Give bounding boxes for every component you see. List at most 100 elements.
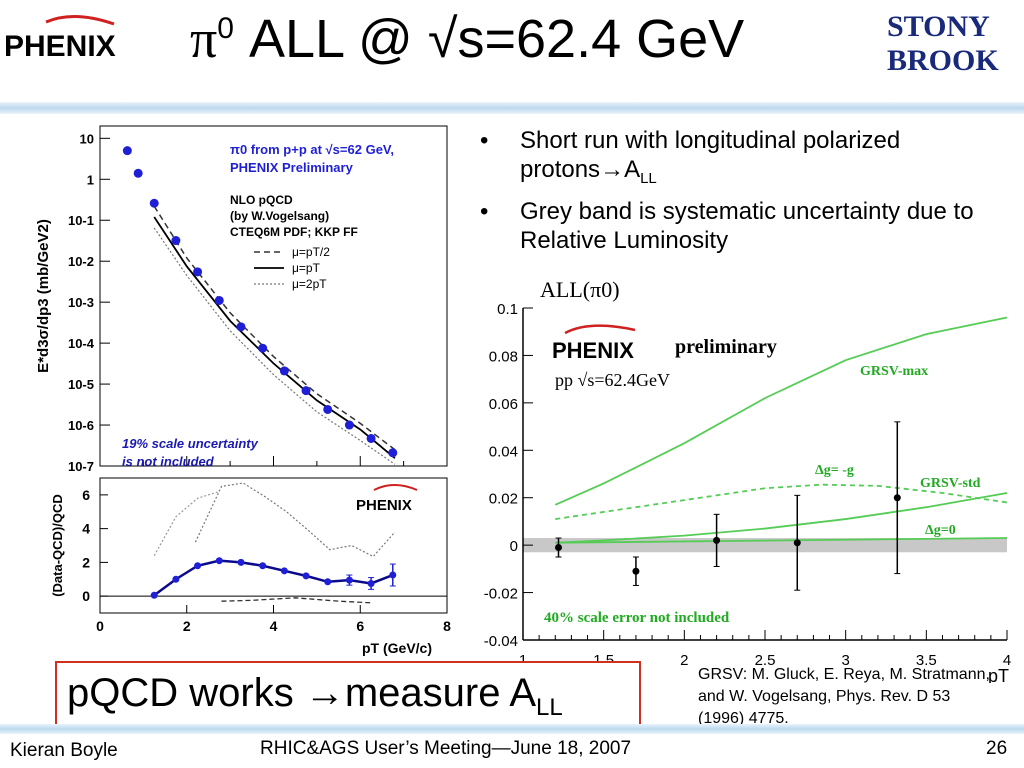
phenix-logo-right: PHENIX: [552, 338, 634, 363]
theory-curve: [153, 227, 396, 465]
y-tick-label: 10-7: [68, 459, 94, 474]
data-point: [133, 168, 143, 178]
all-asymmetry-chart: -0.04-0.0200.020.040.060.080.111.522.533…: [484, 277, 1011, 683]
data-point: [236, 322, 246, 332]
phenix-logo: PHENIX: [4, 12, 174, 77]
data-point: [301, 386, 311, 396]
data-point: [214, 295, 224, 305]
footer-band: [0, 724, 1024, 734]
stony-brook-logo: STONY BROOK: [883, 6, 1023, 81]
bullet-list: Short run with longitudinal polarized pr…: [478, 126, 1018, 259]
header-band: [0, 102, 1024, 114]
x-tick-label: 2.5: [755, 652, 776, 669]
theory-curve: [554, 316, 1008, 506]
data-point: [632, 567, 640, 575]
data-point: [344, 420, 354, 430]
model-title: NLO pQCD: [230, 193, 293, 207]
data-point: [793, 539, 801, 547]
y-tick-label: 10: [80, 131, 94, 146]
footer-meeting: RHIC&AGS User’s Meeting—June 18, 2007: [260, 738, 632, 759]
ratio-data-point: [172, 575, 180, 583]
series-label: Δg= -g: [815, 463, 854, 478]
phenix-swoosh-small: [373, 484, 418, 491]
phenix-logo-graphic: PHENIX: [4, 14, 116, 63]
theory-curve: [555, 483, 1008, 520]
ratio-data-point: [259, 562, 267, 570]
ratio-data-point: [194, 562, 202, 570]
data-point: [713, 536, 721, 544]
ratio-data-point: [302, 572, 310, 580]
data-point: [388, 448, 398, 458]
y-tick-label: 0.06: [489, 396, 518, 413]
x-axis-label: pT: [988, 666, 1009, 683]
x-tick-label: 0: [96, 618, 104, 634]
ratio-data-line: [153, 559, 394, 597]
logo-stony-text: STONY: [887, 10, 990, 43]
slide-number: 26: [986, 738, 1008, 759]
ratio-dashed-curve: [221, 597, 374, 604]
theory-curve: [555, 537, 1008, 544]
y-axis-label: (Data-QCD)/QCD: [50, 494, 65, 597]
y-tick-label: 0: [510, 538, 518, 555]
phenix-swoosh-right: [564, 324, 636, 335]
y-tick-label: 6: [82, 487, 90, 503]
x-axis-label: pT (GeV/c): [362, 640, 432, 656]
series-label: GRSV-max: [860, 364, 928, 379]
x-tick-label: 1: [519, 652, 527, 669]
ratio-data-point: [345, 576, 353, 584]
x-tick-label: 2: [680, 652, 688, 669]
y-tick-label: 0.1: [497, 301, 518, 318]
ratio-data-point: [367, 579, 375, 587]
y-tick-label: 10-5: [68, 377, 94, 392]
model-pdf: CTEQ6M PDF; KKP FF: [230, 225, 358, 239]
phenix-logo-text: PHENIX: [4, 30, 116, 63]
x-tick-label: 4: [1003, 652, 1011, 669]
y-tick-label: 0: [82, 588, 90, 604]
y-tick-label: 0.02: [489, 491, 518, 508]
x-tick-label: 3.5: [916, 652, 937, 669]
x-tick-label: 2: [183, 618, 191, 634]
ratio-dotted-curve-start: [153, 490, 220, 556]
series-label: Δg=0: [925, 523, 956, 538]
plot-frame: [99, 125, 448, 467]
data-point: [149, 198, 159, 208]
data-point: [279, 366, 289, 376]
summary-box: pQCD works →measure ALL: [55, 661, 641, 727]
data-point: [171, 236, 181, 246]
legend-label: μ=pT: [292, 261, 321, 275]
y-tick-label: 10-2: [68, 254, 94, 269]
x-tick-label: 3: [841, 652, 849, 669]
y-tick-label: 2: [82, 554, 90, 570]
y-tick-label: -0.02: [484, 586, 518, 603]
chart-title: ALL(π0): [540, 277, 620, 302]
model-author: (by W.Vogelsang): [230, 209, 329, 223]
legend-label: μ=pT/2: [292, 245, 330, 259]
scale-error-note: 40% scale error not included: [544, 610, 730, 626]
x-tick-label: 6: [356, 618, 364, 634]
y-axis-label: E*d3σ/dp3 (mb/GeV2): [35, 219, 52, 373]
phenix-swoosh: [45, 14, 115, 26]
y-tick-label: 10-6: [68, 418, 94, 433]
bullet-item: Grey band is systematic uncertainty due …: [478, 197, 1018, 255]
preliminary-label: preliminary: [675, 336, 777, 358]
data-point: [323, 404, 333, 414]
series-label: GRSV-std: [920, 476, 981, 491]
cross-section-chart: 10 1 10-1 10-2 10-3 10-4 10-5 10-6 10-7 E*d3σ/dp3…: [35, 125, 451, 656]
y-tick-label: 1: [87, 172, 94, 187]
chart-subtitle: PHENIX Preliminary: [230, 160, 354, 175]
ratio-data-point: [150, 591, 158, 599]
ratio-data-point: [324, 578, 332, 586]
bullet-item: Short run with longitudinal polarized pr…: [478, 126, 1018, 193]
slide-title: π0 ALL @ √s=62.4 GeV: [190, 9, 745, 69]
ratio-data-point: [215, 557, 223, 565]
logo-brook-text: BROOK: [887, 44, 999, 76]
x-tick-label: 8: [443, 618, 451, 634]
data-point: [193, 267, 203, 277]
theory-curve: [153, 205, 396, 451]
cross-section-panel: 10 1 10-1 10-2 10-3 10-4 10-5 10-6 10-7 E*d3σ/dp3…: [35, 125, 448, 474]
data-point: [366, 433, 376, 443]
phenix-logo-small: PHENIX: [356, 497, 412, 514]
ratio-data-point: [237, 558, 245, 566]
y-tick-label: -0.04: [484, 633, 518, 650]
y-tick-label: 10-4: [68, 336, 95, 351]
